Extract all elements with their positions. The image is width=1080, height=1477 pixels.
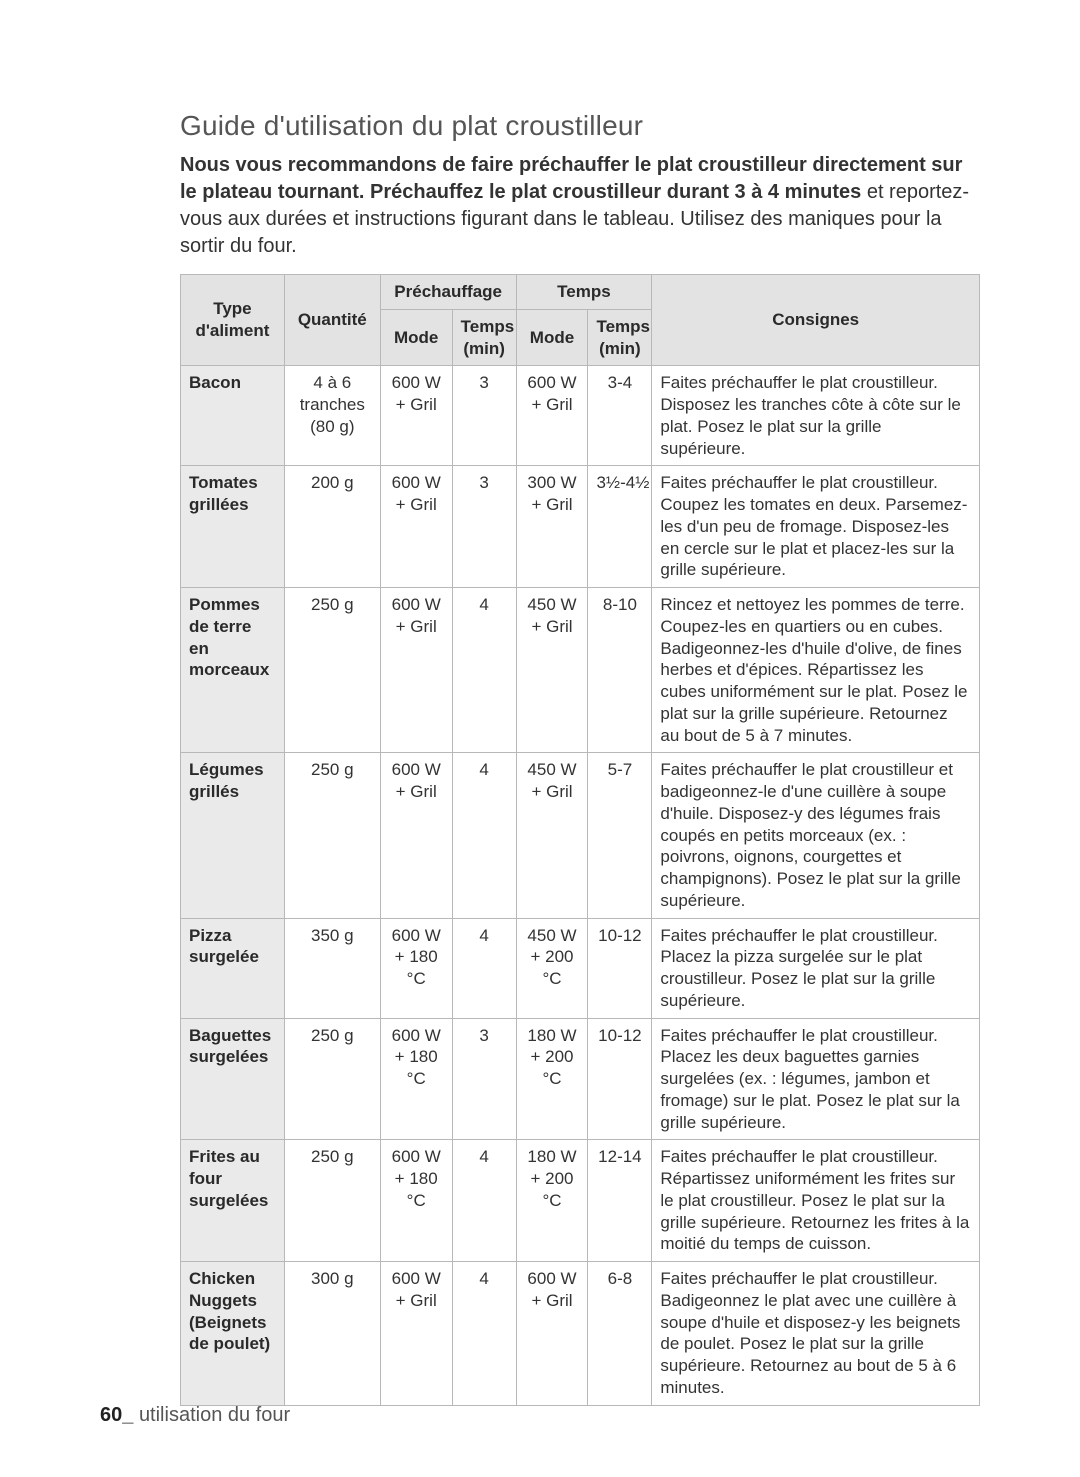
cell-preheat-time: 4: [452, 588, 516, 753]
table-body: Bacon4 à 6 tranches (80 g)600 W + Gril36…: [181, 366, 980, 1405]
cell-preheat-time: 3: [452, 1018, 516, 1140]
cell-preheat-mode: 600 W + Gril: [380, 588, 452, 753]
cell-preheat-time: 4: [452, 1140, 516, 1262]
cell-preheat-mode: 600 W + 180 °C: [380, 1018, 452, 1140]
cell-preheat-time: 4: [452, 753, 516, 918]
cell-cook-mode: 450 W + Gril: [516, 588, 588, 753]
cell-cook-time: 3-4: [588, 366, 652, 466]
cell-cook-time: 6-8: [588, 1262, 652, 1406]
cell-instructions: Faites préchauffer le plat croustilleur.…: [652, 1018, 980, 1140]
th-preheat-tmin: Temps (min): [452, 309, 516, 366]
cell-preheat-time: 4: [452, 918, 516, 1018]
table-row: Bacon4 à 6 tranches (80 g)600 W + Gril36…: [181, 366, 980, 466]
intro-paragraph: Nous vous recommandons de faire préchauf…: [180, 152, 980, 260]
cell-preheat-mode: 600 W + Gril: [380, 366, 452, 466]
cell-cook-mode: 600 W + Gril: [516, 1262, 588, 1406]
page-content: Guide d'utilisation du plat croustilleur…: [0, 0, 1080, 1406]
cell-instructions: Faites préchauffer le plat croustilleur.…: [652, 1262, 980, 1406]
cell-preheat-time: 3: [452, 366, 516, 466]
table-row: Légumes grillés250 g600 W + Gril4450 W +…: [181, 753, 980, 918]
cell-cook-mode: 450 W + 200 °C: [516, 918, 588, 1018]
cell-cook-time: 5-7: [588, 753, 652, 918]
cell-instructions: Faites préchauffer le plat croustilleur.…: [652, 366, 980, 466]
cell-instructions: Faites préchauffer le plat croustilleur …: [652, 753, 980, 918]
cell-food: Tomates grillées: [181, 466, 285, 588]
cooking-guide-table: Type d'aliment Quantité Préchauffage Tem…: [180, 274, 980, 1406]
th-preheat-mode: Mode: [380, 309, 452, 366]
cell-cook-time: 8-10: [588, 588, 652, 753]
cell-qty: 250 g: [284, 588, 380, 753]
cell-preheat-mode: 600 W + 180 °C: [380, 918, 452, 1018]
page-footer: 60_ utilisation du four: [100, 1404, 290, 1427]
cell-qty: 200 g: [284, 466, 380, 588]
cell-cook-time: 12-14: [588, 1140, 652, 1262]
cell-food: Pizza surgelée: [181, 918, 285, 1018]
table-row: Frites au four surgelées250 g600 W + 180…: [181, 1140, 980, 1262]
table-row: Pommes de terre en morceaux250 g600 W + …: [181, 588, 980, 753]
cell-instructions: Faites préchauffer le plat croustilleur.…: [652, 1140, 980, 1262]
cell-preheat-mode: 600 W + 180 °C: [380, 1140, 452, 1262]
table-row: Tomates grillées200 g600 W + Gril3300 W …: [181, 466, 980, 588]
cell-cook-mode: 180 W + 200 °C: [516, 1018, 588, 1140]
cell-preheat-mode: 600 W + Gril: [380, 753, 452, 918]
cell-instructions: Rincez et nettoyez les pommes de terre. …: [652, 588, 980, 753]
intro-bold: Nous vous recommandons de faire préchauf…: [180, 154, 962, 203]
cell-cook-time: 10-12: [588, 918, 652, 1018]
cell-food: Baguettes surgelées: [181, 1018, 285, 1140]
th-time: Temps: [516, 275, 652, 310]
table-row: Chicken Nuggets (Beignets de poulet)300 …: [181, 1262, 980, 1406]
table-row: Pizza surgelée350 g600 W + 180 °C4450 W …: [181, 918, 980, 1018]
cell-food: Légumes grillés: [181, 753, 285, 918]
cell-qty: 250 g: [284, 1140, 380, 1262]
table-header: Type d'aliment Quantité Préchauffage Tem…: [181, 275, 980, 366]
th-qty: Quantité: [284, 275, 380, 366]
cell-preheat-time: 4: [452, 1262, 516, 1406]
cell-instructions: Faites préchauffer le plat croustilleur.…: [652, 918, 980, 1018]
cell-preheat-mode: 600 W + Gril: [380, 466, 452, 588]
page-title: Guide d'utilisation du plat croustilleur: [180, 110, 980, 142]
footer-section: utilisation du four: [139, 1404, 290, 1426]
th-cook-mode: Mode: [516, 309, 588, 366]
cell-qty: 250 g: [284, 1018, 380, 1140]
cell-qty: 4 à 6 tranches (80 g): [284, 366, 380, 466]
cell-food: Frites au four surgelées: [181, 1140, 285, 1262]
th-instr: Consignes: [652, 275, 980, 366]
cell-food: Pommes de terre en morceaux: [181, 588, 285, 753]
th-preheat: Préchauffage: [380, 275, 516, 310]
cell-instructions: Faites préchauffer le plat croustilleur.…: [652, 466, 980, 588]
cell-preheat-mode: 600 W + Gril: [380, 1262, 452, 1406]
cell-cook-mode: 180 W + 200 °C: [516, 1140, 588, 1262]
cell-cook-mode: 300 W + Gril: [516, 466, 588, 588]
cell-cook-mode: 600 W + Gril: [516, 366, 588, 466]
cell-cook-time: 10-12: [588, 1018, 652, 1140]
cell-qty: 250 g: [284, 753, 380, 918]
table-row: Baguettes surgelées250 g600 W + 180 °C31…: [181, 1018, 980, 1140]
cell-cook-mode: 450 W + Gril: [516, 753, 588, 918]
cell-food: Bacon: [181, 366, 285, 466]
cell-qty: 350 g: [284, 918, 380, 1018]
cell-cook-time: 3½-4½: [588, 466, 652, 588]
th-cook-tmin: Temps (min): [588, 309, 652, 366]
cell-qty: 300 g: [284, 1262, 380, 1406]
th-type: Type d'aliment: [181, 275, 285, 366]
cell-preheat-time: 3: [452, 466, 516, 588]
cell-food: Chicken Nuggets (Beignets de poulet): [181, 1262, 285, 1406]
page-number: 60_: [100, 1404, 133, 1426]
